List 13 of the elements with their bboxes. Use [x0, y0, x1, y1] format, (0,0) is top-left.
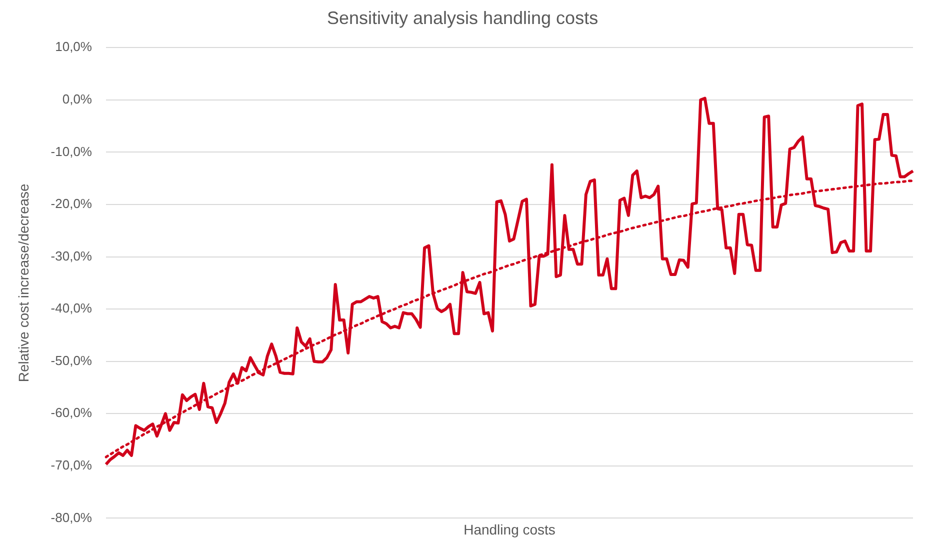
- y-tick-label: -10,0%: [50, 144, 92, 159]
- y-tick-label: 10,0%: [55, 39, 92, 54]
- y-tick-label: -80,0%: [50, 510, 92, 525]
- y-tick-label: -20,0%: [50, 196, 92, 212]
- chart-title: Sensitivity analysis handling costs: [326, 8, 598, 28]
- y-tick-label: -70,0%: [50, 457, 92, 472]
- y-tick-label: -60,0%: [50, 405, 92, 420]
- y-tick-label: -50,0%: [50, 352, 92, 368]
- y-tick-label: -40,0%: [50, 300, 92, 316]
- y-tick-label: -30,0%: [50, 248, 92, 264]
- y-axis-title: Relative cost increase/decrease: [15, 183, 32, 382]
- y-tick-label: 0,0%: [62, 91, 92, 106]
- x-axis-title: Handling costs: [464, 521, 556, 538]
